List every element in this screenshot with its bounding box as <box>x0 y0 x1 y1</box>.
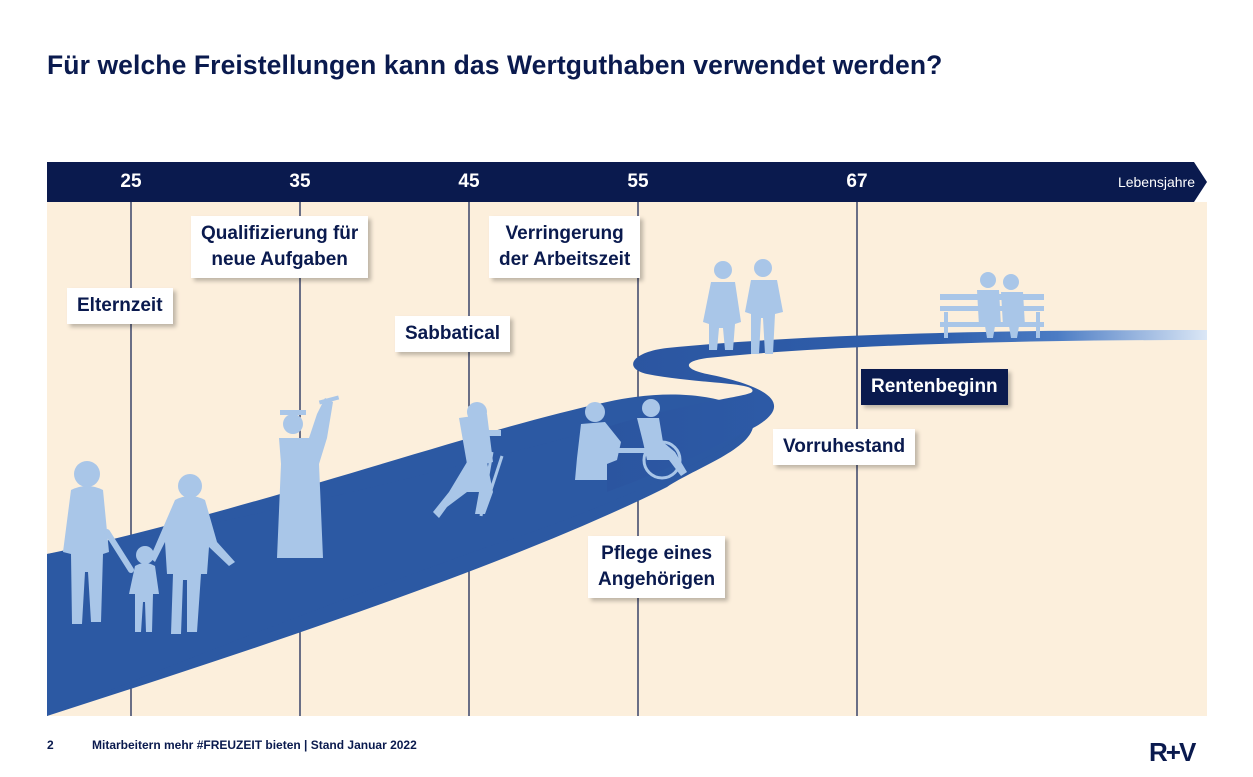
label-pflege: Pflege eines Angehörigen <box>588 536 726 598</box>
footer-text: Mitarbeitern mehr #FREUZEIT bieten | Sta… <box>92 738 417 752</box>
label-qualifizierung: Qualifizierung für neue Aufgaben <box>191 216 369 278</box>
family-icon <box>63 461 235 634</box>
elderly-couple-icon <box>703 259 783 354</box>
label-rentenbeginn: Rentenbeginn <box>861 369 1008 405</box>
age-label-35: 35 <box>289 171 311 192</box>
page-title: Für welche Freistellungen kann das Wertg… <box>47 50 943 80</box>
label-elternzeit: Elternzeit <box>67 288 173 324</box>
label-vorruhestand: Vorruhestand <box>773 429 916 465</box>
age-axis-bar <box>47 162 1207 202</box>
age-label-25: 25 <box>120 171 142 192</box>
life-path-s-bend <box>607 330 1207 492</box>
svg-text:R+V: R+V <box>1149 738 1197 766</box>
hiker-icon <box>433 402 504 518</box>
graduate-icon <box>277 395 340 558</box>
caregiver-wheelchair-icon <box>575 399 687 480</box>
age-label-67: 67 <box>846 171 868 192</box>
age-label-45: 45 <box>458 171 480 192</box>
bench-couple-icon <box>940 272 1044 338</box>
life-path-curve <box>47 410 757 716</box>
label-sabbatical: Sabbatical <box>395 316 511 352</box>
age-label-55: 55 <box>627 171 649 192</box>
label-verringerung: Verringerung der Arbeitszeit <box>489 216 641 278</box>
life-timeline-diagram: Elternzeit Qualifizierung für neue Aufga… <box>47 202 1207 716</box>
axis-unit-label: Lebensjahre <box>1117 174 1195 190</box>
page-number: 2 <box>47 738 54 752</box>
ruv-logo: R+V <box>1149 737 1207 767</box>
